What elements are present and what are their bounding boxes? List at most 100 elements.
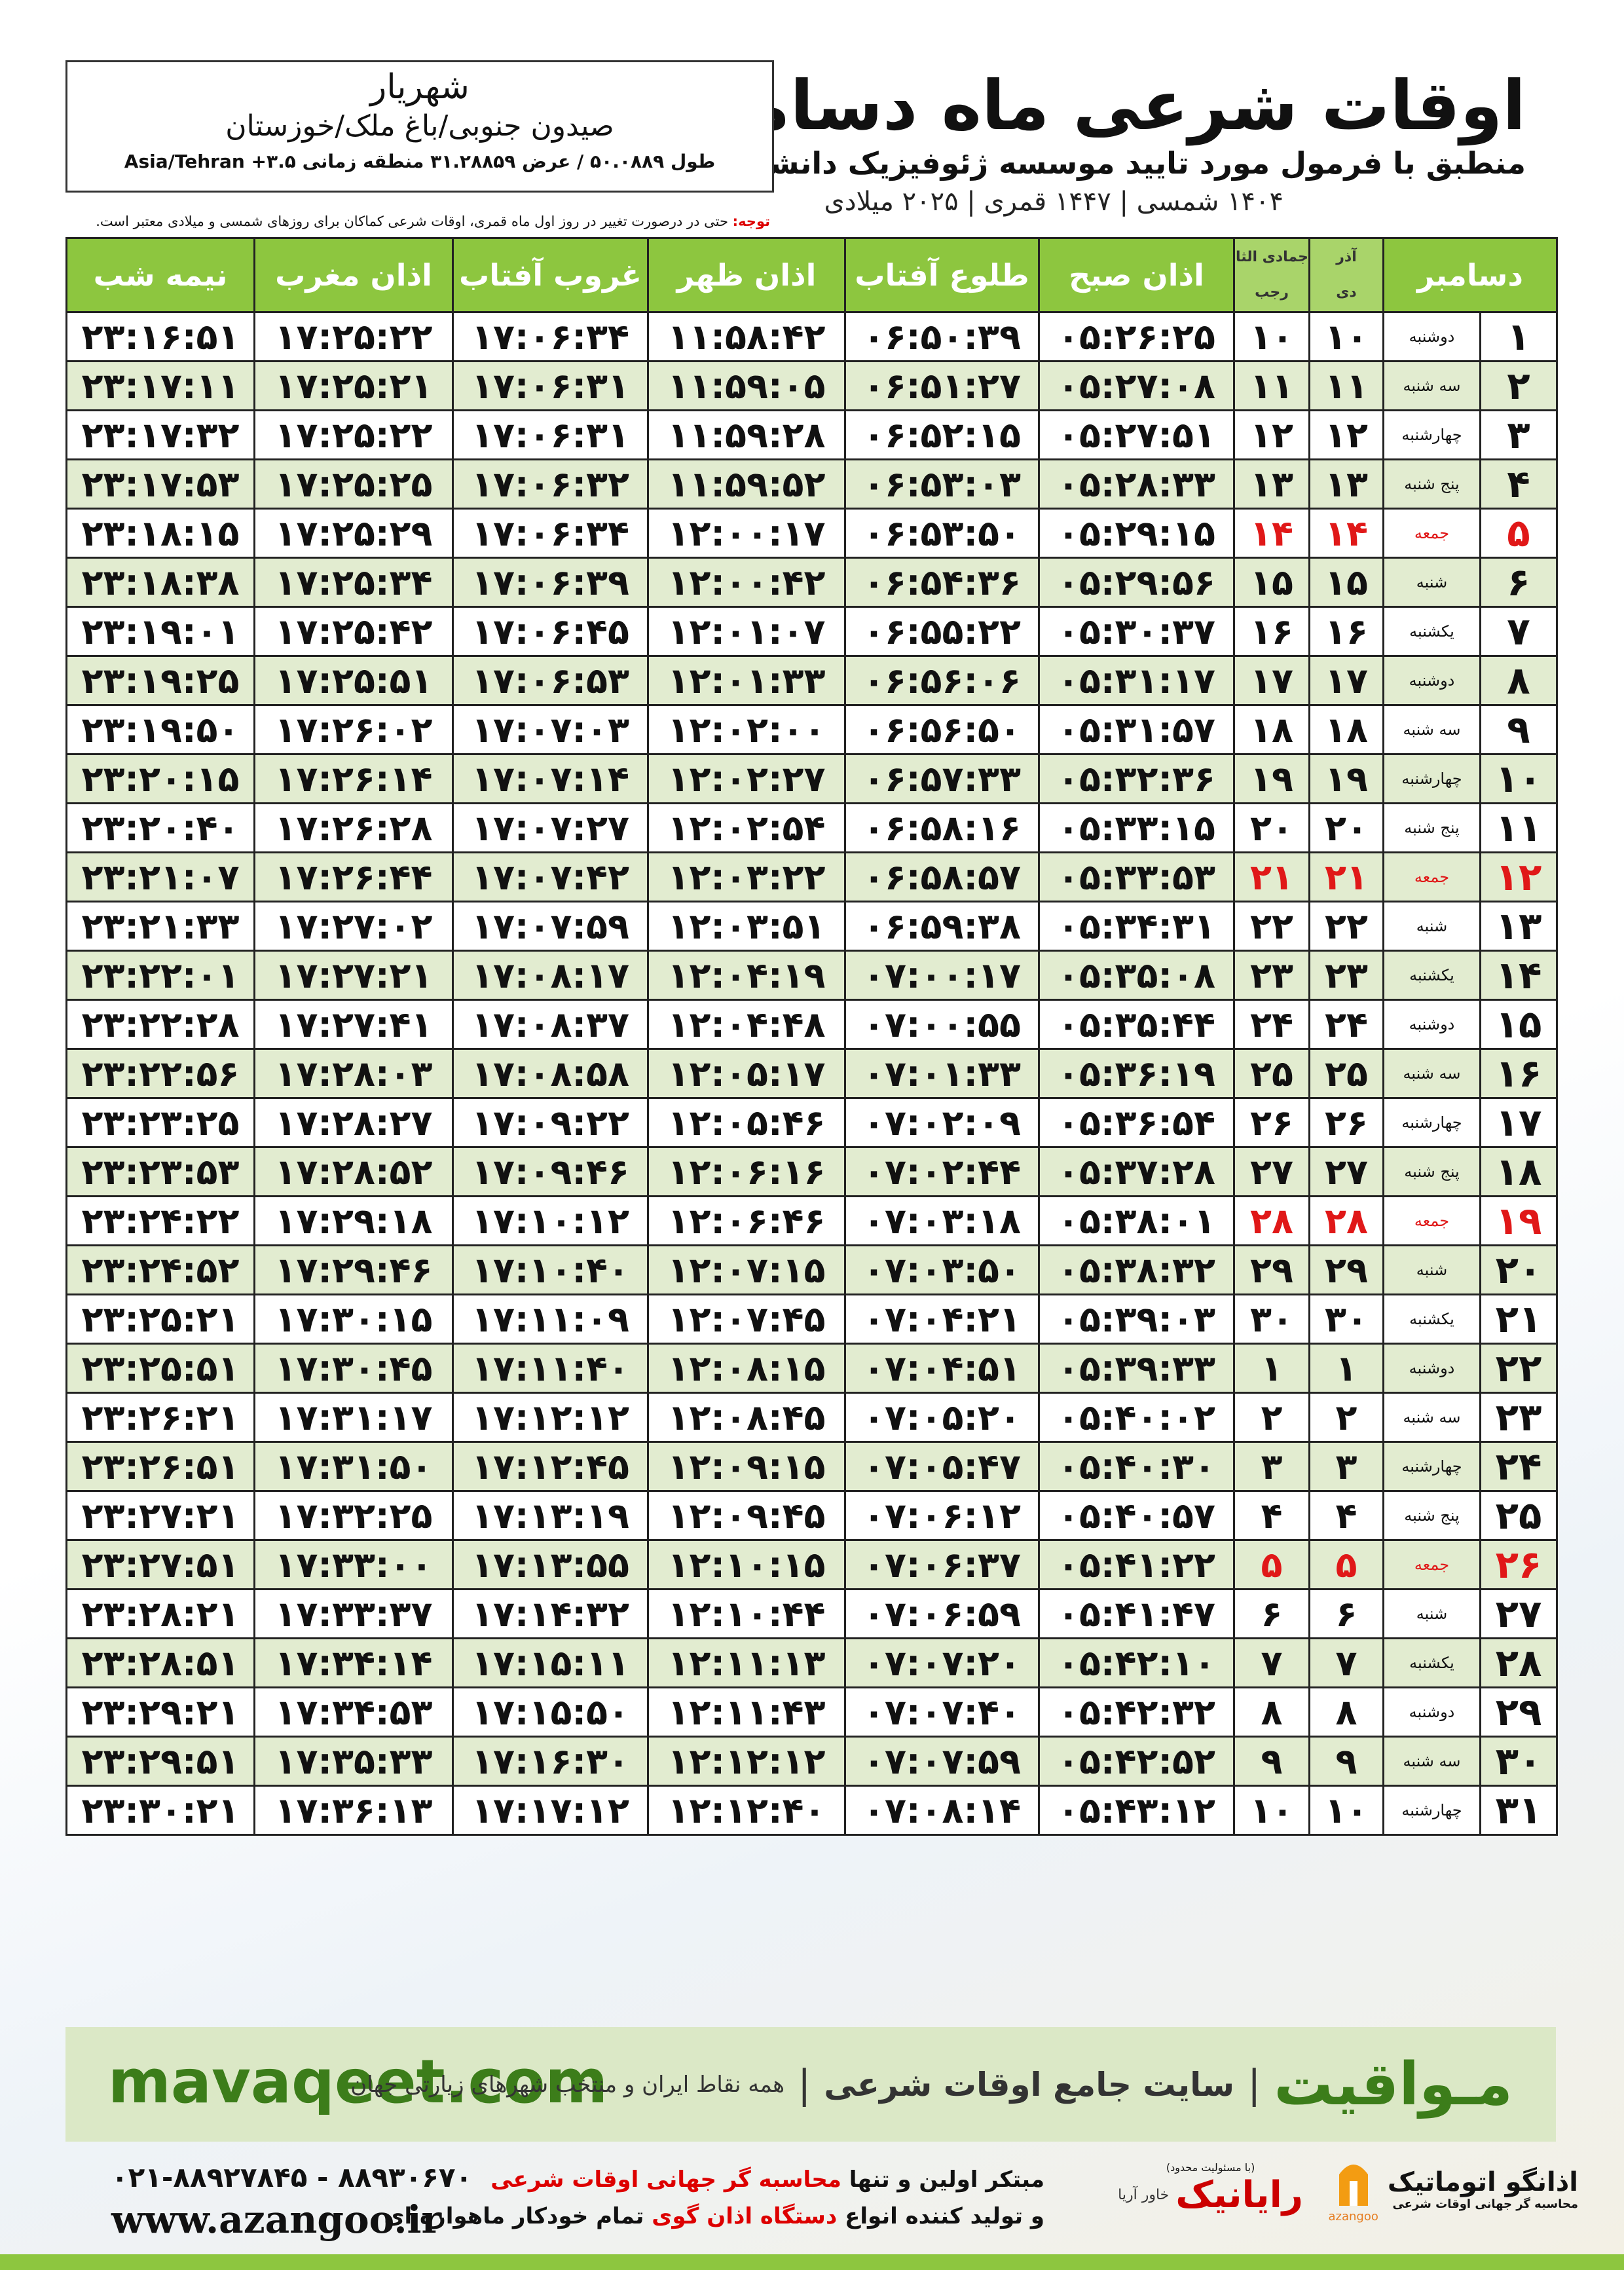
weekday: یکشنبه (1382, 1637, 1481, 1688)
text: و تولید کننده انواع (845, 2203, 1044, 2229)
table-row: ۱۱ پنج شنبه ۲۰ ۲۰ ۰۵:۳۳:۱۵ ۰۶:۵۸:۱۶ ۱۲:۰۲:۵۴ ۱۷… (65, 802, 1558, 853)
lunar-date: ۲۷ (1233, 1146, 1310, 1197)
sunrise: ۰۶:۵۲:۱۵ (844, 409, 1040, 460)
maghrib: ۱۷:۳۳:۰۰ (253, 1539, 454, 1590)
dhuhr: ۱۱:۵۸:۴۲ (647, 311, 846, 362)
maghrib: ۱۷:۲۵:۲۲ (253, 409, 454, 460)
weekday: سه شنبه (1382, 1048, 1481, 1099)
sunrise: ۰۶:۵۶:۰۶ (844, 655, 1040, 706)
highlight: دستگاه اذان گوی (652, 2203, 838, 2229)
logo-text: رایانیک (1175, 2174, 1303, 2216)
weekday: شنبه (1382, 557, 1481, 608)
maghrib: ۱۷:۲۵:۴۲ (253, 606, 454, 657)
dhuhr: ۱۲:۰۵:۱۷ (647, 1048, 846, 1099)
weekday: جمعه (1382, 1195, 1481, 1246)
midnight: ۲۳:۱۹:۲۵ (65, 655, 255, 706)
maghrib: ۱۷:۳۴:۱۴ (253, 1637, 454, 1688)
weekday: شنبه (1382, 901, 1481, 952)
fajr: ۰۵:۲۷:۵۱ (1038, 409, 1235, 460)
day-number: ۱۲ (1479, 851, 1558, 902)
maghrib: ۱۷:۳۱:۱۷ (253, 1392, 454, 1443)
midnight: ۲۳:۱۸:۱۵ (65, 508, 255, 559)
fajr: ۰۵:۴۳:۱۲ (1038, 1785, 1235, 1836)
solar-date: ۱۱ (1308, 360, 1384, 411)
solar-date: ۲۱ (1308, 851, 1384, 902)
day-number: ۱۱ (1479, 802, 1558, 853)
table-row: ۱۰ چهارشنبه ۱۹ ۱۹ ۰۵:۳۲:۳۶ ۰۶:۵۷:۳۳ ۱۲:۰۲:۲۷ ۱۷… (65, 753, 1558, 804)
fajr: ۰۵:۳۲:۳۶ (1038, 753, 1235, 804)
weekday: چهارشنبه (1382, 409, 1481, 460)
lunar-date: ۱۰ (1233, 1785, 1310, 1836)
maghrib: ۱۷:۲۶:۰۲ (253, 704, 454, 755)
dhuhr: ۱۲:۱۲:۴۰ (647, 1785, 846, 1836)
column-header: غروب آفتاب (452, 237, 649, 313)
dhuhr: ۱۲:۰۱:۰۷ (647, 606, 846, 657)
sunrise: ۰۷:۰۰:۱۷ (844, 950, 1040, 1001)
dhuhr: ۱۲:۰۸:۴۵ (647, 1392, 846, 1443)
table-row: ۱ دوشنبه ۱۰ ۱۰ ۰۵:۲۶:۲۵ ۰۶:۵۰:۳۹ ۱۱:۵۸:۴۲ ۱۷:۰۶… (65, 311, 1558, 362)
maghrib: ۱۷:۲۷:۲۱ (253, 950, 454, 1001)
logo-raianik: (با مسئولیت محدود) رایانیک خاور آریا (1118, 2161, 1303, 2216)
sunset: ۱۷:۰۹:۴۶ (452, 1146, 649, 1197)
website[interactable]: www.azangoo.ir (111, 2197, 442, 2242)
solar-date: ۱۰ (1308, 1785, 1384, 1836)
weekday: شنبه (1382, 1244, 1481, 1295)
day-number: ۱۴ (1479, 950, 1558, 1001)
sunset: ۱۷:۰۶:۳۴ (452, 311, 649, 362)
solar-date: ۱۷ (1308, 655, 1384, 706)
sunrise: ۰۶:۵۵:۲۲ (844, 606, 1040, 657)
site-url[interactable]: mavaqeet.com (108, 2047, 608, 2117)
weekday: شنبه (1382, 1588, 1481, 1639)
logo-latin: azangoo (1328, 2210, 1378, 2223)
midnight: ۲۳:۱۷:۵۳ (65, 458, 255, 510)
advert-line: و تولید کننده انواع دستگاه اذان گوی تمام… (384, 2198, 1044, 2235)
sunset: ۱۷:۰۶:۵۳ (452, 655, 649, 706)
day-number: ۱۷ (1479, 1097, 1558, 1148)
logo-sub: خاور آریا (1118, 2187, 1170, 2203)
midnight: ۲۳:۲۳:۲۵ (65, 1097, 255, 1148)
day-number: ۱۵ (1479, 999, 1558, 1050)
table-row: ۲۵ پنج شنبه ۴ ۴ ۰۵:۴۰:۵۷ ۰۷:۰۶:۱۲ ۱۲:۰۹:۴۵ ۱۷:۱… (65, 1490, 1558, 1541)
day-number: ۱۹ (1479, 1195, 1558, 1246)
sunset: ۱۷:۰۸:۳۷ (452, 999, 649, 1050)
sunset: ۱۷:۰۷:۰۳ (452, 704, 649, 755)
midnight: ۲۳:۱۷:۳۲ (65, 409, 255, 460)
solar-date: ۱۹ (1308, 753, 1384, 804)
solar-date: ۲۷ (1308, 1146, 1384, 1197)
weekday: جمعه (1382, 508, 1481, 559)
maghrib: ۱۷:۲۷:۰۲ (253, 901, 454, 952)
maghrib: ۱۷:۲۵:۲۵ (253, 458, 454, 510)
maghrib: ۱۷:۲۸:۲۷ (253, 1097, 454, 1148)
sunset: ۱۷:۱۱:۰۹ (452, 1293, 649, 1345)
midnight: ۲۳:۲۹:۵۱ (65, 1736, 255, 1787)
sunset: ۱۷:۰۶:۴۵ (452, 606, 649, 657)
solar-date: ۴ (1308, 1490, 1384, 1541)
weekday: چهارشنبه (1382, 1441, 1481, 1492)
lunar-date: ۹ (1233, 1736, 1310, 1787)
day-number: ۲۴ (1479, 1441, 1558, 1492)
maghrib: ۱۷:۲۵:۵۱ (253, 655, 454, 706)
dhuhr: ۱۲:۰۲:۰۰ (647, 704, 846, 755)
month-label: دی (1336, 284, 1357, 301)
sunset: ۱۷:۰۶:۳۴ (452, 508, 649, 559)
weekday: دوشنبه (1382, 1686, 1481, 1738)
sunrise: ۰۶:۵۷:۳۳ (844, 753, 1040, 804)
sunrise: ۰۷:۰۲:۰۹ (844, 1097, 1040, 1148)
day-number: ۹ (1479, 704, 1558, 755)
lunar-date: ۱۲ (1233, 409, 1310, 460)
sunset: ۱۷:۰۷:۲۷ (452, 802, 649, 853)
lunar-date: ۲۴ (1233, 999, 1310, 1050)
maghrib: ۱۷:۲۸:۵۲ (253, 1146, 454, 1197)
table-row: ۷ یکشنبه ۱۶ ۱۶ ۰۵:۳۰:۳۷ ۰۶:۵۵:۲۲ ۱۲:۰۱:۰۷ ۱۷:۰۶… (65, 606, 1558, 657)
column-header: اذان مغرب (253, 237, 454, 313)
month-label: جمادی الثانی (1235, 249, 1308, 265)
logo-icon: azangoo (1328, 2155, 1378, 2223)
solar-date: ۲۴ (1308, 999, 1384, 1050)
table-row: ۶ شنبه ۱۵ ۱۵ ۰۵:۲۹:۵۶ ۰۶:۵۴:۳۶ ۱۲:۰۰:۴۲ ۱۷:۰۶:۳… (65, 557, 1558, 608)
sunset: ۱۷:۱۰:۴۰ (452, 1244, 649, 1295)
midnight: ۲۳:۲۰:۴۰ (65, 802, 255, 853)
lunar-date: ۱ (1233, 1343, 1310, 1394)
midnight: ۲۳:۲۵:۵۱ (65, 1343, 255, 1394)
weekday: یکشنبه (1382, 1293, 1481, 1345)
sunset: ۱۷:۱۲:۴۵ (452, 1441, 649, 1492)
